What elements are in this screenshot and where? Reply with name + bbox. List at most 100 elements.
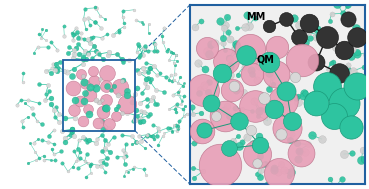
Point	[172, 108, 178, 111]
Point	[48, 97, 54, 100]
Point	[55, 66, 61, 69]
Point	[274, 45, 280, 48]
Point	[225, 31, 231, 34]
Point	[131, 166, 137, 169]
Point	[207, 45, 213, 48]
Point	[34, 119, 40, 122]
Point	[71, 108, 77, 112]
Point	[177, 75, 183, 78]
Point	[81, 81, 87, 84]
Point	[248, 129, 254, 132]
Point	[134, 141, 140, 144]
Point	[138, 109, 144, 112]
Point	[223, 60, 229, 63]
Point	[273, 72, 279, 75]
Point	[200, 89, 206, 92]
Point	[169, 130, 175, 133]
Point	[80, 74, 86, 77]
Point	[70, 57, 76, 60]
Point	[76, 138, 82, 141]
Point	[256, 134, 262, 137]
Point	[154, 89, 159, 92]
Point	[257, 155, 263, 158]
Point	[145, 71, 151, 74]
Point	[102, 138, 108, 141]
Point	[75, 147, 80, 150]
Point	[217, 163, 223, 166]
Point	[349, 47, 355, 50]
Point	[271, 166, 277, 169]
Point	[313, 36, 319, 39]
Point	[254, 152, 260, 155]
Point	[296, 149, 302, 152]
Point	[254, 172, 260, 175]
Point	[232, 48, 238, 51]
Point	[85, 108, 90, 111]
Point	[254, 78, 260, 81]
Point	[136, 55, 142, 58]
Point	[124, 112, 130, 115]
Text: QM: QM	[257, 55, 275, 65]
Point	[150, 95, 156, 98]
Point	[75, 157, 81, 160]
Point	[222, 24, 228, 27]
Point	[354, 81, 359, 84]
Point	[120, 9, 126, 12]
Point	[331, 115, 337, 118]
Point	[336, 71, 342, 74]
Point	[191, 177, 197, 180]
Point	[288, 170, 294, 174]
Point	[160, 41, 166, 44]
Point	[72, 99, 77, 102]
Point	[142, 147, 148, 150]
Point	[73, 27, 79, 30]
Point	[82, 92, 88, 95]
Point	[142, 82, 148, 85]
Point	[168, 127, 173, 130]
Point	[341, 102, 347, 105]
Point	[70, 33, 76, 36]
Point	[151, 138, 157, 141]
Point	[80, 120, 86, 123]
Point	[181, 82, 187, 85]
Point	[251, 99, 257, 102]
Point	[121, 22, 127, 25]
Point	[69, 128, 75, 131]
Point	[115, 28, 121, 31]
Point	[107, 150, 113, 153]
Point	[222, 115, 228, 118]
Point	[303, 91, 308, 94]
Point	[190, 112, 196, 115]
Point	[151, 49, 157, 52]
Point	[303, 20, 309, 23]
Point	[173, 54, 179, 57]
Point	[88, 171, 94, 174]
Point	[70, 165, 76, 168]
Point	[82, 138, 87, 141]
Point	[201, 129, 207, 132]
Point	[159, 34, 165, 37]
Point	[148, 99, 154, 102]
Point	[360, 148, 366, 151]
Point	[174, 103, 180, 106]
Point	[344, 80, 350, 83]
Point	[51, 129, 57, 132]
Point	[123, 169, 129, 172]
Point	[64, 71, 70, 74]
Point	[129, 135, 135, 138]
Point	[146, 112, 152, 115]
Point	[139, 66, 145, 69]
Point	[173, 110, 179, 113]
Point	[354, 84, 359, 87]
Point	[139, 20, 145, 23]
Point	[77, 99, 83, 102]
Point	[173, 105, 179, 108]
Point	[298, 151, 304, 154]
Point	[129, 143, 135, 146]
Point	[224, 104, 230, 107]
Point	[97, 14, 103, 17]
Point	[93, 6, 99, 9]
Point	[135, 134, 141, 137]
Point	[294, 142, 300, 145]
Point	[269, 75, 275, 78]
